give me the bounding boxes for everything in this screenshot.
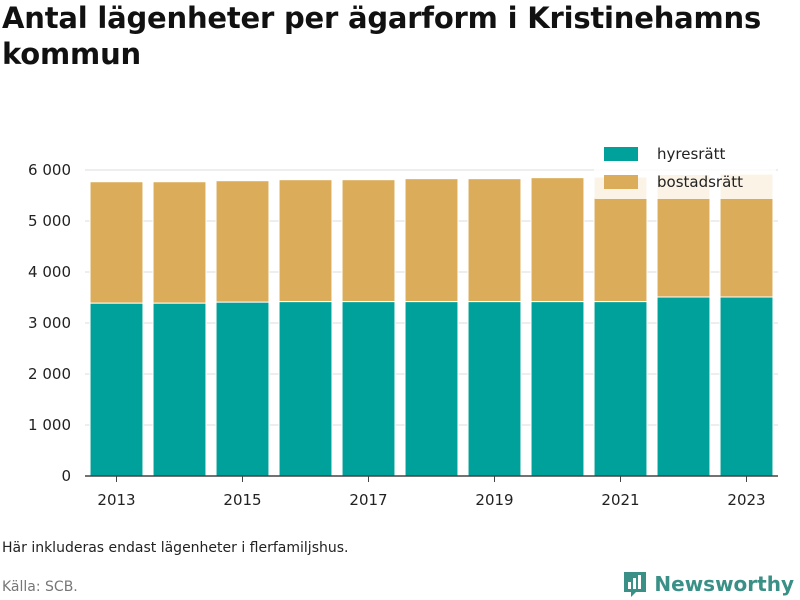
y-tick-label: 1 000: [28, 416, 71, 434]
brand-name: Newsworthy: [654, 572, 794, 596]
bar-hyresratt-2022: [656, 296, 711, 477]
legend-background: [594, 138, 776, 199]
y-axis-tick-labels: 0 1 000 2 000 3 000 4 000 5 000 6 000: [28, 161, 71, 485]
x-tick-label: 2023: [727, 491, 765, 509]
y-tick-label: 5 000: [28, 212, 71, 230]
bars: [89, 173, 774, 477]
legend-swatch: [604, 175, 638, 189]
bar-bostadsratt-2016: [278, 179, 333, 303]
legend-label: bostadsrätt: [657, 173, 743, 191]
bar-bostadsratt-2020: [530, 177, 585, 303]
x-tick-label: 2017: [349, 491, 387, 509]
bar-hyresratt-2015: [215, 301, 270, 477]
bar-bostadsratt-2015: [215, 180, 270, 303]
bar-hyresratt-2020: [530, 301, 585, 477]
x-tick-label: 2015: [223, 491, 261, 509]
y-tick-label: 2 000: [28, 365, 71, 383]
source-note: Källa: SCB.: [2, 579, 78, 595]
x-tick-label: 2021: [601, 491, 639, 509]
bar-hyresratt-2018: [404, 301, 459, 477]
bar-chart-logo-icon: [624, 572, 647, 597]
bar-bostadsratt-2017: [341, 179, 396, 303]
bar-bostadsratt-2014: [152, 181, 207, 304]
bar-hyresratt-2023: [719, 296, 774, 477]
bar-hyresratt-2019: [467, 301, 522, 477]
chart-title: Antal lägenheter per ägarform i Kristine…: [2, 1, 762, 71]
bar-bostadsratt-2018: [404, 178, 459, 303]
x-tick-label: 2019: [475, 491, 513, 509]
legend-swatch: [604, 147, 638, 161]
bar-bostadsratt-2019: [467, 178, 522, 303]
bar-hyresratt-2014: [152, 302, 207, 477]
bar-bostadsratt-2013: [89, 181, 144, 304]
bar-hyresratt-2017: [341, 301, 396, 477]
y-tick-label: 4 000: [28, 263, 71, 281]
legend-label: hyresrätt: [657, 145, 726, 163]
bar-hyresratt-2016: [278, 301, 333, 477]
stacked-bar-chart: 0 1 000 2 000 3 000 4 000 5 000 6 000 2013 2015…: [28, 138, 778, 509]
bar-hyresratt-2013: [89, 302, 144, 477]
footnote: Här inkluderas endast lägenheter i flerf…: [2, 540, 349, 556]
y-tick-label: 3 000: [28, 314, 71, 332]
bar-hyresratt-2021: [593, 301, 648, 477]
x-tick-label: 2013: [97, 491, 135, 509]
y-tick-label: 0: [61, 467, 71, 485]
brand-logo: Newsworthy: [622, 569, 794, 599]
legend: hyresrätt bostadsrätt: [594, 138, 776, 199]
y-tick-label: 6 000: [28, 161, 71, 179]
x-axis-tick-labels: 2013 2015 2017 2019 2021 2023: [97, 476, 766, 509]
